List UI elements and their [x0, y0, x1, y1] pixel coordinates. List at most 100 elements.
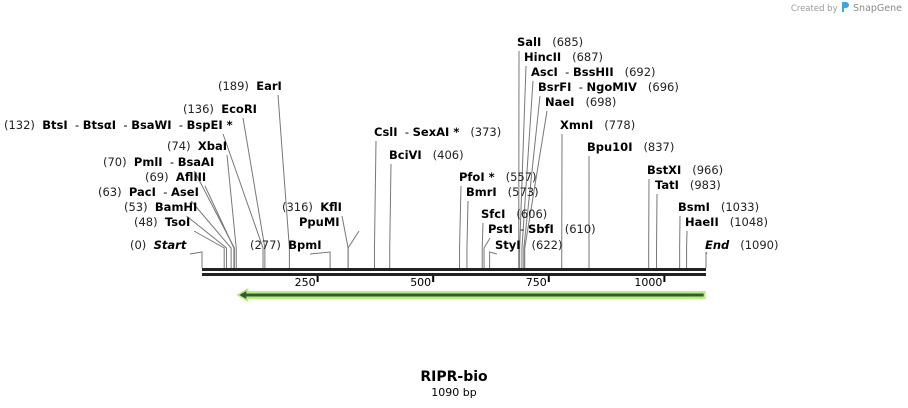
enzyme-label-bstxi[interactable]: BstXI (966)	[647, 163, 723, 177]
enzyme-label-bcivi[interactable]: BciVI (406)	[389, 148, 464, 162]
enzyme-name: BamHI	[154, 200, 198, 214]
enzyme-name: AscI	[531, 65, 558, 79]
ruler-tick-label: 750	[525, 276, 547, 289]
enzyme-name: XmnI	[560, 118, 594, 132]
enzyme-name: SalI	[517, 35, 542, 49]
enzyme-name: TatI	[655, 178, 679, 192]
site-position: (687)	[572, 50, 604, 64]
enzyme-label-asci[interactable]: AscI - BssHII (692)	[531, 65, 656, 79]
enzyme-label-btsi[interactable]: (132) BtsI - BtsαI - BsaWI - BspEI *	[4, 118, 233, 132]
site-position: (406)	[432, 148, 464, 162]
enzyme-label-styi[interactable]: StyI (622)	[495, 238, 562, 252]
cut-site-line	[222, 133, 264, 268]
enzyme-label-psti[interactable]: PstI - SbfI (610)	[488, 222, 596, 236]
enzyme-label-bsmi[interactable]: BsmI (1033)	[678, 200, 759, 214]
cut-site-line	[373, 140, 377, 268]
site-position: (692)	[624, 65, 656, 79]
cut-site-line	[389, 163, 392, 268]
site-position: (1033)	[720, 200, 760, 214]
enzyme-label-ppumi[interactable]: PpuMI	[299, 215, 340, 229]
enzyme-name: SbfI	[527, 222, 554, 236]
site-position: (0)	[130, 238, 147, 252]
enzyme-label-sali[interactable]: SalI (685)	[517, 35, 583, 49]
enzyme-label-bpu10i[interactable]: Bpu10I (837)	[587, 140, 674, 154]
enzyme-name: HaeII	[685, 215, 719, 229]
enzyme-label-bmri[interactable]: BmrI (573)	[466, 185, 539, 199]
enzyme-label-sfci[interactable]: SfcI (606)	[481, 207, 547, 221]
enzyme-label-naei[interactable]: NaeI (698)	[545, 95, 616, 109]
ruler-tick-mark	[316, 276, 319, 282]
map-length: 1090 bp	[431, 386, 477, 399]
site-position: (316)	[282, 200, 313, 214]
site-position: (573)	[507, 185, 539, 199]
enzyme-name: BmrI	[466, 185, 497, 199]
enzyme-label-kfli[interactable]: (316) KflI	[282, 200, 342, 214]
enzyme-label-ecori[interactable]: (136) EcoRI	[183, 102, 257, 116]
site-position: (557)	[505, 170, 537, 184]
enzyme-label-xbai[interactable]: (74) XbaI	[167, 139, 227, 153]
enzyme-label-bamhi[interactable]: (53) BamHI	[124, 200, 197, 214]
cut-site-line	[309, 251, 331, 268]
site-position: (606)	[516, 207, 548, 221]
site-position: (189)	[218, 79, 249, 93]
enzyme-label-start[interactable]: (0) Start	[130, 238, 186, 252]
enzyme-name: TsoI	[164, 215, 191, 229]
enzyme-label-tsoi[interactable]: (48) TsoI	[134, 215, 190, 229]
site-position: (778)	[604, 118, 636, 132]
backbone-top-strand	[202, 268, 706, 271]
enzyme-name: EcoRI	[221, 102, 257, 116]
enzyme-label-eari[interactable]: (189) EarI	[218, 79, 282, 93]
cut-site-line	[483, 237, 491, 268]
enzyme-name: BtsαI	[82, 118, 117, 132]
cut-site-line	[466, 200, 469, 268]
ruler-tick-mark	[547, 276, 550, 282]
site-position: (698)	[585, 95, 617, 109]
enzyme-label-afliii[interactable]: (69) AflIII	[145, 170, 206, 184]
enzyme-label-tati[interactable]: TatI (983)	[655, 178, 721, 192]
site-position: (966)	[692, 163, 724, 177]
enzyme-label-bsrfi[interactable]: BsrFI - NgoMIV (696)	[538, 80, 679, 94]
enzyme-label-end[interactable]: End (1090)	[705, 238, 779, 252]
enzyme-label-haeii[interactable]: HaeII (1048)	[685, 215, 768, 229]
enzyme-name: EarI	[256, 79, 282, 93]
enzyme-label-paci[interactable]: (63) PacI - AseI	[98, 185, 199, 199]
cut-site-line	[459, 185, 462, 268]
cut-site-line	[523, 95, 541, 268]
enzyme-name: BsaAI	[177, 155, 215, 169]
enzyme-name: XbaI	[197, 139, 228, 153]
enzyme-name: NgoMIV	[586, 80, 637, 94]
cut-site-line	[705, 251, 708, 268]
enzyme-name: Start	[153, 238, 187, 252]
cut-site-line	[204, 185, 235, 268]
credit-brand: SnapGene	[853, 3, 902, 14]
cut-site-line	[189, 251, 203, 268]
enzyme-name: BssHII	[572, 65, 614, 79]
ruler-tick-label: 1000	[634, 276, 663, 289]
enzyme-name: BtsI	[42, 118, 68, 132]
enzyme-label-pmli[interactable]: (70) PmlI - BsaAI	[103, 155, 215, 169]
credit: Created by SnapGene	[791, 2, 902, 14]
enzyme-label-csli[interactable]: CslI - SexAI * (373)	[374, 125, 502, 139]
site-position: (837)	[643, 140, 675, 154]
enzyme-label-xmni[interactable]: XmnI (778)	[560, 118, 635, 132]
cut-site-line	[193, 170, 235, 268]
enzyme-label-hincii[interactable]: HincII (687)	[524, 50, 603, 64]
backbone-bottom-strand	[202, 273, 706, 276]
site-position: (696)	[647, 80, 679, 94]
enzyme-name: SexAI *	[412, 125, 460, 139]
site-position: (136)	[183, 102, 214, 116]
enzyme-name: BsrFI	[538, 80, 572, 94]
site-position: (622)	[531, 238, 563, 252]
enzyme-label-bpmi[interactable]: (277) BpmI	[250, 238, 322, 252]
enzyme-name: HincII	[524, 50, 562, 64]
enzyme-name: NaeI	[545, 95, 575, 109]
enzyme-name: BciVI	[389, 148, 422, 162]
enzyme-label-pfoi[interactable]: PfoI * (557)	[459, 170, 537, 184]
ruler-tick-mark	[663, 276, 666, 282]
cut-site-line	[347, 230, 360, 268]
cut-site-line	[193, 230, 225, 268]
cut-site-line	[519, 65, 527, 268]
cut-site-line	[521, 80, 534, 268]
map-title: RIPR-bio	[420, 369, 488, 385]
